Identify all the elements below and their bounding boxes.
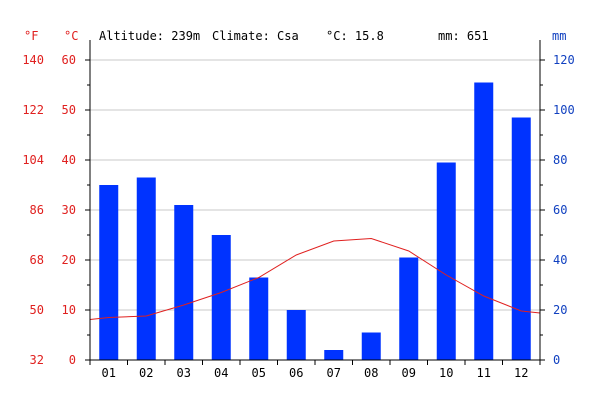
precipitation-bar [511,117,531,360]
grid-lines [90,59,540,311]
fahrenheit-tick-label: 32 [30,353,44,367]
precipitation-bar [99,185,119,360]
precipitation-bars [99,82,531,360]
celsius-tick-label: 0 [69,353,76,367]
climate-label: Climate: Csa [212,29,299,43]
precipitation-bar [174,205,194,360]
mm-tick-label: 0 [553,353,560,367]
month-label: 05 [252,366,266,380]
celsius-tick-label: 20 [62,253,76,267]
month-label: 09 [402,366,416,380]
precipitation-bar [474,82,494,360]
month-label: 01 [102,366,116,380]
celsius-tick-label: 50 [62,103,76,117]
fahrenheit-tick-label: 140 [22,53,44,67]
fahrenheit-tick-label: 122 [22,103,44,117]
precipitation-bar [249,277,269,360]
temperature-mean-label: °C: 15.8 [326,29,384,43]
mm-tick-label: 100 [553,103,575,117]
precipitation-total-label: mm: 651 [438,29,489,43]
month-label: 02 [139,366,153,380]
month-label: 10 [439,366,453,380]
fahrenheit-tick-label: 68 [30,253,44,267]
month-label: 04 [214,366,228,380]
mm-tick-label: 80 [553,153,567,167]
precipitation-bar [211,235,231,360]
month-label: 07 [327,366,341,380]
mm-tick-label: 40 [553,253,567,267]
month-label: 11 [477,366,491,380]
month-label: 12 [514,366,528,380]
axes [85,40,545,365]
celsius-tick-label: 30 [62,203,76,217]
month-label: 03 [177,366,191,380]
fahrenheit-tick-label: 50 [30,303,44,317]
mm-tick-label: 120 [553,53,575,67]
altitude-label: Altitude: 239m [99,29,200,43]
temperature-line [89,237,541,320]
precipitation-bar [399,257,419,360]
mm-tick-label: 20 [553,303,567,317]
fahrenheit-unit-label: °F [24,29,38,43]
precipitation-bar [436,162,456,360]
fahrenheit-tick-label: 104 [22,153,44,167]
celsius-tick-label: 40 [62,153,76,167]
fahrenheit-tick-label: 86 [30,203,44,217]
celsius-unit-label: °C [64,29,78,43]
mm-unit-label: mm [552,29,566,43]
month-label: 08 [364,366,378,380]
celsius-tick-label: 10 [62,303,76,317]
celsius-tick-label: 60 [62,53,76,67]
mm-tick-label: 60 [553,203,567,217]
precipitation-bar [361,332,381,360]
precipitation-bar [136,177,156,360]
precipitation-bar [286,310,306,360]
month-label: 06 [289,366,303,380]
precipitation-bar [324,350,344,360]
